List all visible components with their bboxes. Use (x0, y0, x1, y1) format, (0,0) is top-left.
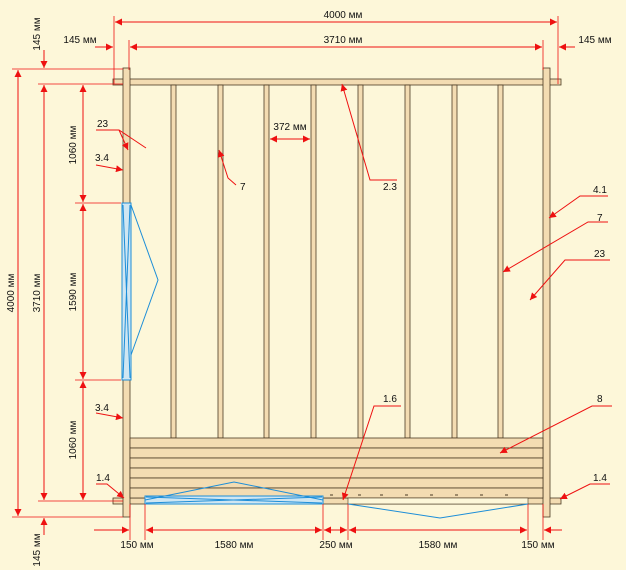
callout-1-4-left: 1.4 (96, 473, 110, 484)
callout-8: 8 (597, 394, 603, 405)
stud-spacing-label: 372 мм (273, 122, 306, 133)
top-window-gap-label: 1060 мм (68, 125, 79, 164)
inner-width-label: 3710 мм (324, 35, 363, 46)
bottom-offset-label: 145 мм (32, 533, 43, 566)
top-plate (112, 78, 562, 86)
stud (263, 84, 270, 439)
bottom-dim-1: 150 мм (120, 540, 153, 551)
left-offset-label: 145 мм (63, 35, 96, 46)
board (129, 487, 544, 499)
wall-frame (112, 67, 562, 518)
callout-1-4-right: 1.4 (593, 473, 607, 484)
right-offset-label: 145 мм (578, 35, 611, 46)
left-dimensions (12, 50, 123, 535)
top-offset-label: 145 мм (32, 17, 43, 50)
stud (310, 84, 317, 439)
callout-4-1: 4.1 (593, 185, 607, 196)
board (129, 447, 544, 459)
left-window-opening (121, 202, 159, 381)
board (129, 467, 544, 479)
window-height-label: 1590 мм (68, 272, 79, 311)
bottom-dim-4: 1580 мм (419, 540, 458, 551)
total-width-label: 4000 мм (324, 10, 363, 21)
total-height-label: 4000 мм (6, 273, 17, 312)
stud (497, 84, 504, 439)
board (129, 477, 544, 489)
bottom-door-opening-left (144, 481, 324, 505)
callout-23-right: 23 (594, 249, 606, 260)
callout-3-4-bottom: 3.4 (95, 403, 109, 414)
callout-leaders (95, 83, 612, 501)
callout-7-right: 7 (597, 213, 603, 224)
callout-7-left: 7 (240, 182, 246, 193)
stud (451, 84, 458, 439)
bottom-dim-3: 250 мм (319, 540, 352, 551)
callout-2-3: 2.3 (383, 182, 397, 193)
bottom-dim-2: 1580 мм (215, 540, 254, 551)
stud (357, 84, 364, 439)
inner-height-label: 3710 мм (32, 273, 43, 312)
callout-3-4-top: 3.4 (95, 153, 109, 164)
board (129, 437, 544, 449)
board (129, 457, 544, 469)
bottom-dimensions (94, 504, 562, 540)
stud (170, 84, 177, 439)
callout-1-6: 1.6 (383, 394, 397, 405)
top-dimensions (95, 16, 575, 84)
bottom-door-opening-right (347, 497, 529, 519)
stud (404, 84, 411, 439)
bottom-window-gap-label: 1060 мм (68, 420, 79, 459)
stud (217, 84, 224, 439)
callout-23-left: 23 (97, 119, 109, 130)
bottom-dim-5: 150 мм (521, 540, 554, 551)
right-corner-post (542, 67, 551, 518)
